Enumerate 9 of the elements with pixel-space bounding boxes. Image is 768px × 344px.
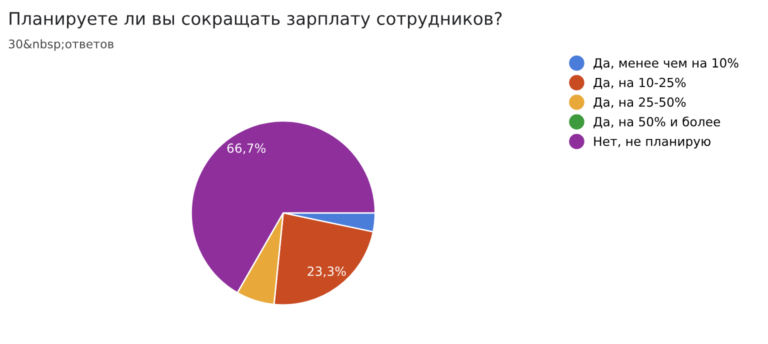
- text: 30&nbsp;ответов: [8, 39, 114, 51]
- legend-label: Да, на 10-25%: [594, 78, 686, 90]
- legend-label: Да, на 25-50%: [594, 97, 686, 109]
- legend-label: Да, менее чем на 10%: [594, 58, 738, 70]
- legend-label: Нет, не планирую: [594, 136, 710, 148]
- data-label: 66,7%: [227, 143, 266, 154]
- legend-label: Да, на 50% и более: [594, 116, 720, 128]
- chart-title: Планируете ли вы сокращать зарплату сотрудников?: [10, 12, 502, 28]
- data-label: 23,3%: [308, 266, 346, 278]
